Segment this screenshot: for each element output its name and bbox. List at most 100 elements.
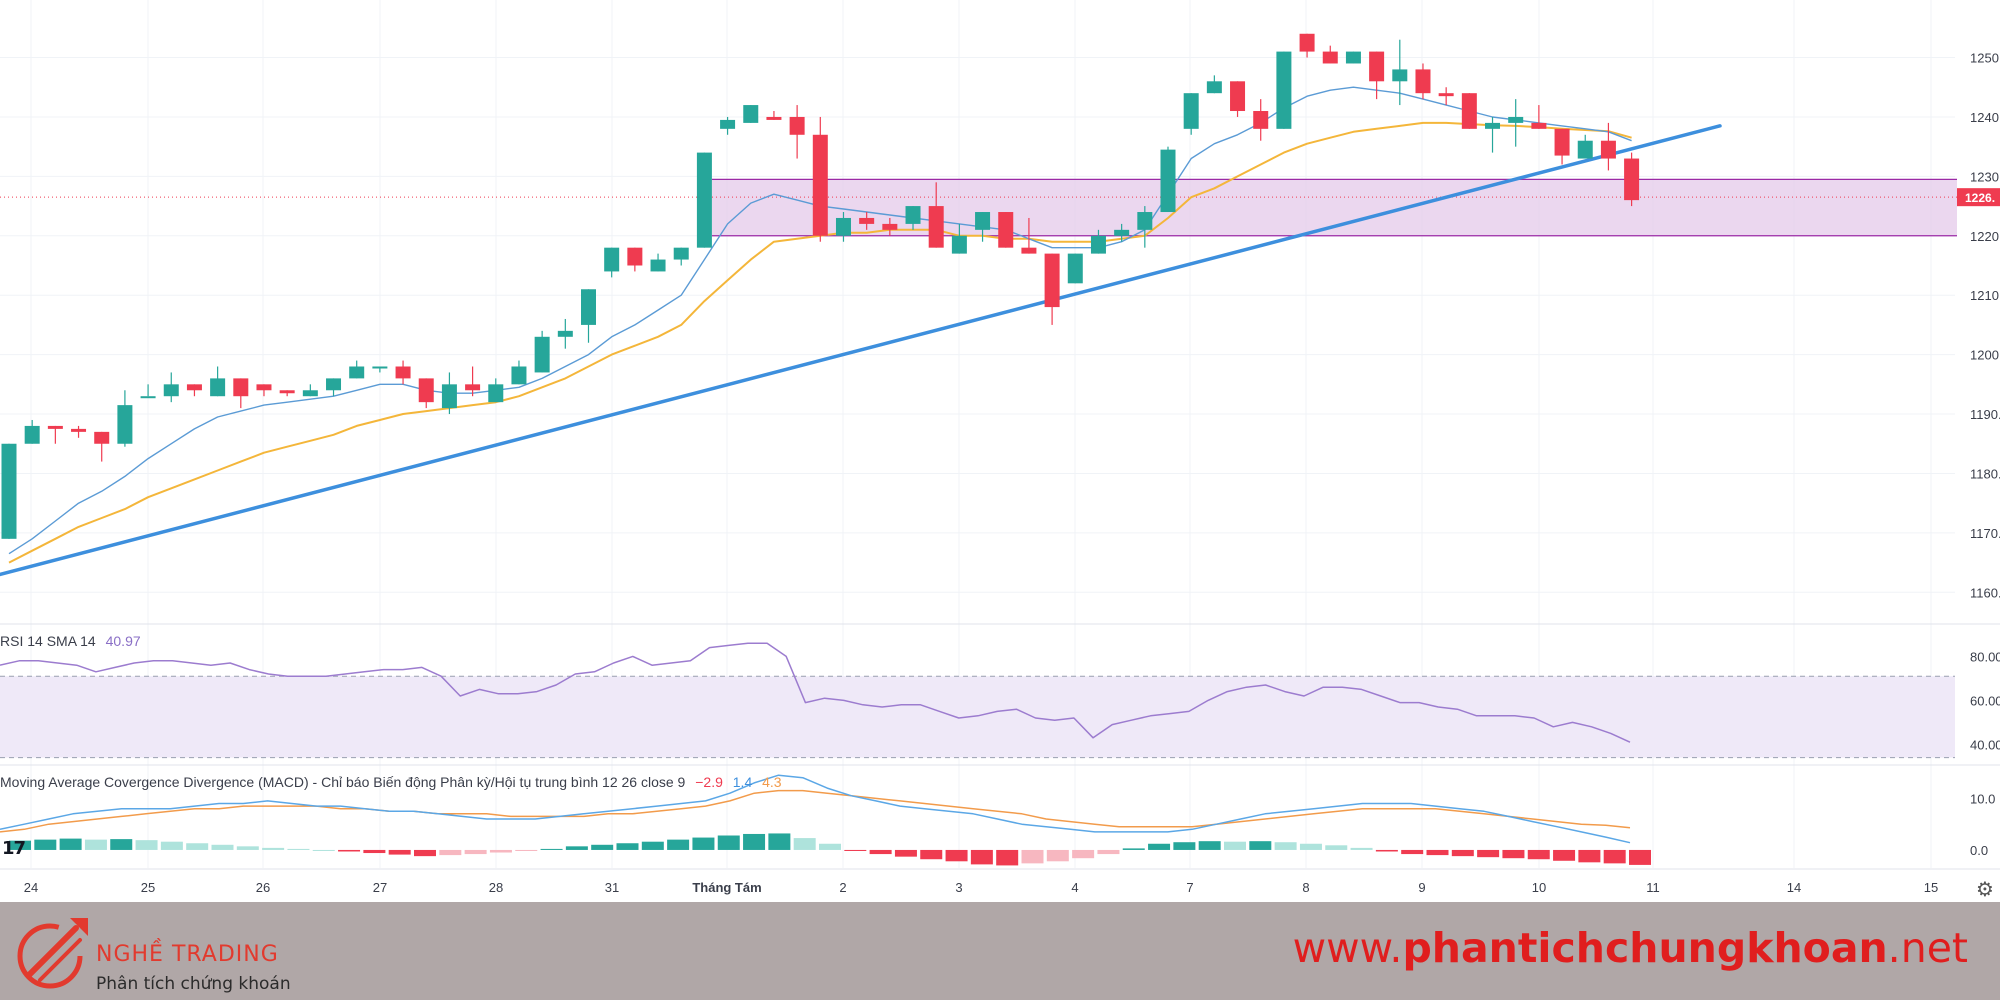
candle — [905, 206, 921, 230]
candle — [1438, 87, 1454, 106]
website-url[interactable]: www.phantichchungkhoan.net — [1293, 924, 1968, 972]
macd-legend-value-macd: 1.4 — [732, 774, 753, 790]
candle-body — [465, 384, 481, 391]
candle — [395, 360, 411, 385]
candle — [1485, 116, 1501, 153]
price-tick-label: 1240. — [1970, 110, 2000, 125]
macd-histogram-bar — [793, 838, 816, 850]
candle-body — [1624, 158, 1640, 201]
candle-body — [279, 390, 295, 394]
macd-histogram-bar — [1148, 843, 1171, 850]
x-axis-label: 25 — [141, 880, 155, 895]
macd-histogram-bar — [743, 833, 766, 850]
candle-body — [1299, 33, 1315, 52]
brand-tagline: Phân tích chứng khoán — [96, 974, 291, 994]
last-price-label-bg — [1957, 188, 2000, 207]
candle — [1183, 93, 1199, 135]
candle-body — [233, 378, 249, 397]
candle — [1230, 81, 1246, 117]
x-axis-label: 31 — [605, 880, 619, 895]
macd-histogram-bar — [1046, 849, 1069, 862]
price-tick-label: 1210. — [1970, 288, 2000, 303]
candle — [372, 366, 388, 373]
candle-body — [372, 366, 388, 369]
macd-histogram-bar — [9, 840, 31, 850]
macd-histogram-bar — [160, 841, 183, 850]
macd-histogram-bar — [186, 843, 209, 850]
candle-body — [441, 384, 457, 409]
tradingview-logo[interactable]: 17 — [2, 838, 26, 859]
candle — [1, 443, 17, 539]
candle — [1276, 51, 1292, 129]
macd-histogram-bar — [489, 849, 512, 853]
macd-histogram-bar — [1198, 841, 1221, 850]
candle-body — [1554, 128, 1570, 156]
candle-body — [928, 206, 944, 248]
x-axis-label: 28 — [489, 880, 503, 895]
candle — [1508, 99, 1524, 147]
candle — [418, 378, 434, 409]
macd-histogram-bar — [1173, 842, 1196, 850]
candle-body — [488, 384, 504, 403]
macd-histogram-bar — [1502, 849, 1525, 859]
price-tick-label: 1220. — [1970, 229, 2000, 244]
candle-body — [650, 259, 666, 272]
candle — [951, 223, 967, 254]
candle-body — [117, 405, 133, 444]
price-tick-label: 1180. — [1970, 466, 2000, 481]
macd-histogram-bar — [1122, 848, 1145, 850]
url-main: phantichchungkhoan — [1402, 924, 1888, 972]
macd-histogram-bar — [1477, 849, 1500, 858]
candle-body — [905, 206, 921, 224]
candle — [928, 182, 944, 248]
macd-histogram-bar — [1072, 849, 1095, 859]
macd-histogram-bar — [1603, 849, 1626, 864]
candle-body — [627, 247, 643, 266]
macd-signal-line — [0, 789, 1631, 833]
candle-body — [812, 134, 828, 236]
rsi-legend: RSI 14 SMA 14 40.97 — [0, 633, 147, 649]
settings-gear-icon[interactable]: ⚙ — [1976, 879, 1994, 901]
candle — [279, 390, 295, 397]
candle-body — [604, 247, 620, 272]
candle — [488, 378, 504, 403]
x-axis-label: 11 — [1646, 880, 1660, 895]
macd-histogram-bar — [135, 840, 158, 850]
candle-body — [1461, 93, 1477, 129]
macd-histogram-bar — [1224, 841, 1246, 850]
candle-body — [1044, 253, 1060, 308]
candle-body — [418, 378, 434, 403]
trading-chart[interactable]: 1160. 1170. 1180. 1190. 1200. 1210. 1220. 1230.… — [0, 0, 2000, 902]
macd-histogram-bar — [768, 833, 791, 850]
candle — [1090, 229, 1106, 254]
candle — [47, 425, 63, 444]
candle — [163, 372, 179, 403]
macd-histogram-bar — [338, 849, 361, 852]
x-axis-label: 3 — [955, 880, 962, 895]
candle-body — [1067, 253, 1083, 284]
trendline — [0, 124, 1722, 577]
x-axis-label: 7 — [1186, 880, 1193, 895]
macd-histogram-bar — [970, 849, 993, 865]
candle — [1624, 152, 1640, 207]
macd-histogram-bar — [84, 839, 107, 850]
candle — [627, 247, 643, 272]
macd-histogram-bar — [262, 847, 285, 850]
candle-body — [47, 425, 63, 429]
macd-histogram-bar — [439, 849, 462, 856]
candle-body — [673, 247, 689, 260]
candle — [233, 378, 249, 409]
candle-body — [256, 384, 272, 391]
macd-histogram-bar — [1629, 849, 1651, 865]
macd-histogram-bar — [591, 844, 614, 850]
brand-logo-icon — [17, 918, 88, 989]
macd-histogram-bar — [844, 849, 867, 851]
candle-body — [1369, 51, 1385, 82]
candle — [24, 419, 40, 444]
macd-histogram-bar — [819, 843, 841, 850]
candle — [1067, 253, 1083, 284]
chart-canvas[interactable]: 1160. 1170. 1180. 1190. 1200. 1210. 1220. 1230.… — [0, 0, 2000, 902]
macd-legend-value-hist: −2.9 — [695, 774, 723, 790]
candle-body — [1183, 93, 1199, 129]
candle-body — [24, 425, 40, 444]
